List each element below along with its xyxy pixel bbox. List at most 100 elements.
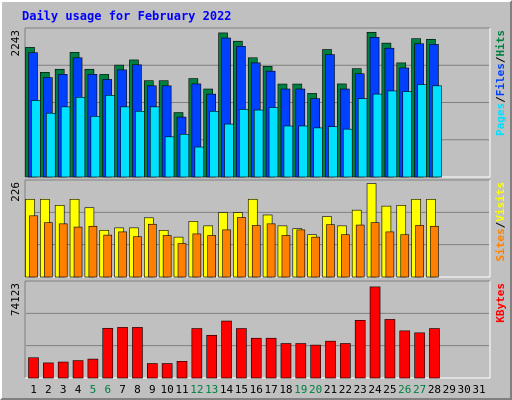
bar-kbytes bbox=[250, 337, 262, 379]
bar-sites bbox=[44, 222, 53, 278]
bar-kbytes bbox=[280, 343, 292, 379]
bar-pages bbox=[105, 95, 116, 178]
bar-kbytes bbox=[117, 327, 128, 379]
bar-kbytes bbox=[57, 361, 69, 379]
y-max-label: 226 bbox=[9, 182, 22, 202]
bar-sites bbox=[118, 231, 127, 278]
bar-pages bbox=[224, 123, 234, 178]
x-tick-label: 30 bbox=[458, 383, 471, 396]
bar-sites bbox=[222, 229, 231, 278]
bar-sites bbox=[281, 235, 291, 278]
legend-kbytes: KBytes bbox=[494, 283, 507, 323]
x-tick-label: 11 bbox=[175, 383, 188, 396]
legend-hits: Hits bbox=[494, 30, 507, 57]
chart-title: Daily usage for February 2022 bbox=[22, 9, 232, 23]
x-tick-label: 17 bbox=[264, 383, 277, 396]
bar-kbytes bbox=[265, 337, 277, 379]
bar-pages bbox=[343, 128, 353, 178]
bar-sites bbox=[58, 223, 68, 278]
bar-sites bbox=[88, 225, 98, 278]
bar-kbytes bbox=[369, 286, 381, 379]
bar-kbytes bbox=[399, 330, 411, 379]
panel-middle: 226 Sites/Visits bbox=[9, 179, 507, 278]
bar-kbytes bbox=[87, 358, 99, 379]
bar-pages bbox=[75, 97, 86, 178]
bar-kbytes bbox=[325, 340, 336, 379]
x-tick-label: 16 bbox=[250, 383, 263, 396]
bar-pages bbox=[253, 109, 264, 178]
x-tick-label: 25 bbox=[383, 383, 396, 396]
bar-sites bbox=[370, 222, 380, 278]
bar-sites bbox=[415, 225, 424, 278]
bar-pages bbox=[90, 116, 101, 178]
bar-kbytes bbox=[429, 328, 440, 379]
bar-kbytes bbox=[221, 320, 232, 379]
bar-kbytes bbox=[191, 328, 203, 379]
bar-pages bbox=[372, 93, 383, 178]
x-tick-label: 10 bbox=[161, 383, 174, 396]
x-tick-label: 23 bbox=[354, 383, 367, 396]
legend-separator: / bbox=[494, 221, 507, 228]
bar-sites bbox=[207, 235, 216, 278]
panel-bottom: 74123 KBytes bbox=[9, 280, 507, 379]
x-tick-label: 13 bbox=[205, 383, 218, 396]
x-tick-label: 4 bbox=[75, 383, 82, 396]
legend-files: Files bbox=[494, 63, 507, 96]
bar-sites bbox=[103, 234, 113, 278]
bar-kbytes bbox=[236, 328, 247, 379]
x-tick-label: 15 bbox=[235, 383, 248, 396]
bar-kbytes bbox=[295, 343, 307, 379]
bar-pages bbox=[417, 84, 427, 178]
side-legend: KBytes bbox=[494, 283, 507, 323]
bar-pages bbox=[46, 112, 56, 178]
x-tick-label: 26 bbox=[398, 383, 411, 396]
bar-sites bbox=[385, 231, 395, 278]
bar-pages bbox=[357, 98, 368, 178]
bar-kbytes bbox=[43, 362, 54, 379]
bar-sites bbox=[355, 224, 365, 278]
bar-sites bbox=[430, 225, 439, 278]
x-tick-label: 6 bbox=[104, 383, 111, 396]
x-tick-label: 24 bbox=[368, 383, 382, 396]
x-tick-label: 5 bbox=[90, 383, 97, 396]
y-max-label: 2243 bbox=[9, 30, 22, 57]
bar-pages bbox=[402, 91, 413, 178]
bar-sites bbox=[73, 226, 83, 278]
bar-pages bbox=[179, 133, 190, 178]
bar-pages bbox=[209, 111, 219, 178]
legend-visits: Visits bbox=[494, 182, 507, 222]
bar-kbytes bbox=[310, 344, 321, 379]
bar-pages bbox=[313, 127, 323, 178]
bar-sites bbox=[192, 233, 202, 278]
x-tick-label: 2 bbox=[45, 383, 52, 396]
x-tick-label: 12 bbox=[190, 383, 203, 396]
x-tick-label: 1 bbox=[30, 383, 37, 396]
bar-sites bbox=[326, 224, 335, 278]
bar-sites bbox=[237, 217, 246, 278]
x-tick-label: 18 bbox=[279, 383, 292, 396]
bar-pages bbox=[194, 146, 205, 178]
legend-pages: Pages bbox=[494, 103, 507, 136]
bar-sites bbox=[251, 225, 261, 278]
side-legend: Sites/Visits bbox=[494, 182, 507, 262]
bar-sites bbox=[266, 223, 276, 278]
bar-kbytes bbox=[206, 334, 217, 379]
side-legend: Pages/Files/Hits bbox=[494, 30, 507, 136]
bar-pages bbox=[31, 100, 41, 178]
bar-pages bbox=[164, 136, 175, 178]
bar-kbytes bbox=[161, 363, 173, 379]
bar-sites bbox=[133, 236, 142, 278]
bar-sites bbox=[162, 235, 172, 278]
bar-pages bbox=[298, 125, 309, 178]
bar-sites bbox=[400, 234, 410, 278]
bar-pages bbox=[268, 107, 279, 178]
x-tick-label: 21 bbox=[324, 383, 337, 396]
x-tick-label: 22 bbox=[339, 383, 352, 396]
x-tick-label: 14 bbox=[220, 383, 234, 396]
bar-pages bbox=[135, 111, 145, 178]
x-tick-label: 20 bbox=[309, 383, 322, 396]
bar-kbytes bbox=[384, 319, 396, 379]
bar-kbytes bbox=[340, 343, 351, 379]
bar-kbytes bbox=[28, 357, 39, 379]
